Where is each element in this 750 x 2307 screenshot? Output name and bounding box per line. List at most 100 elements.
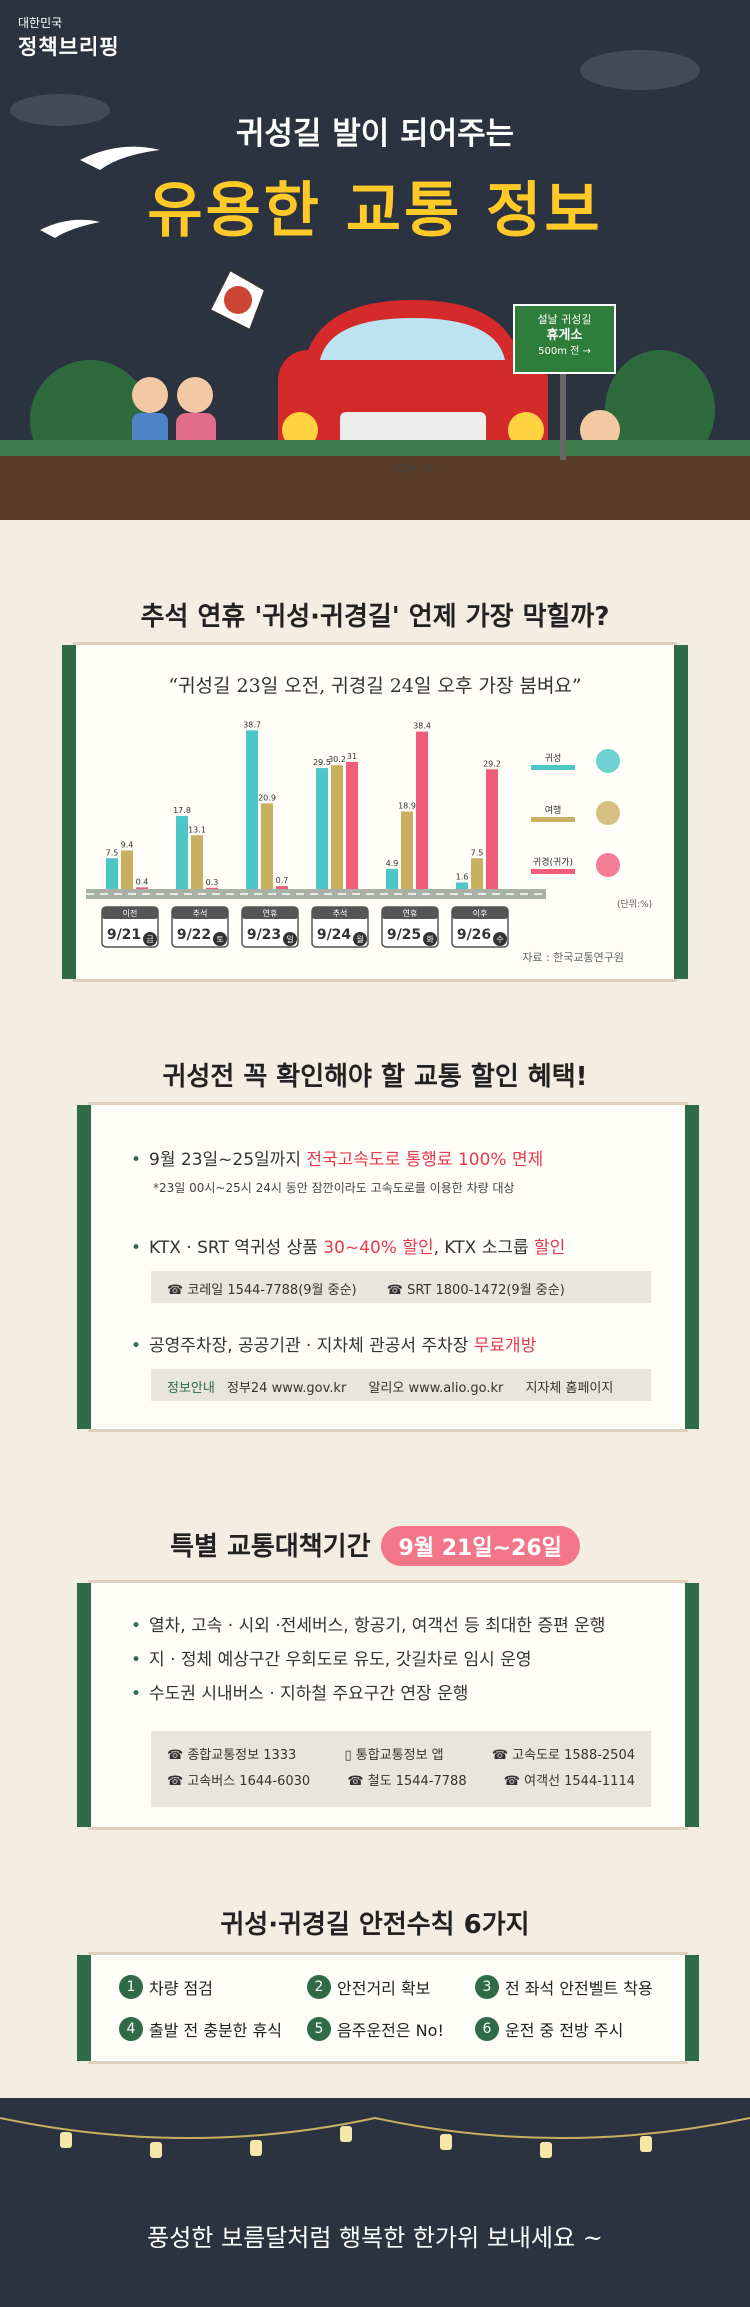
contact-highway: ☎ 고속도로 1588-2504 — [491, 1748, 635, 1763]
legend-label: 귀성 — [545, 753, 562, 764]
special-text-2: 지 · 정체 예상구간 우회도로 유도, 갓길차로 임시 운영 — [149, 1650, 532, 1670]
weekday-label: 일 — [286, 935, 293, 944]
special-panel: • 열차, 고속 · 시외 ·전세버스, 항공기, 여객선 등 최대한 증편 운행… — [77, 1580, 699, 1830]
left-pillar — [77, 1105, 91, 1429]
bar-귀성-3 — [316, 768, 328, 889]
bar-label: 38.4 — [413, 722, 431, 731]
special-item-2: • 지 · 정체 예상구간 우회도로 유도, 갓길차로 임시 운영 — [131, 1645, 532, 1670]
hero-title: 유용한 교통 정보 — [147, 176, 603, 246]
rule-number-6: 6 — [475, 2017, 499, 2041]
contact-ferry: ☎ 여객선 1544-1114 — [503, 1774, 635, 1789]
bar-label: 1.6 — [456, 872, 469, 881]
legend-swatch — [531, 817, 575, 822]
special-section-title: 특별 교통대책기간 9월 21일~26일 — [0, 1526, 750, 1566]
weekday-label: 화 — [426, 935, 434, 944]
chart-quote: “귀성길 23일 오전, 귀경길 24일 오후 가장 붐벼요” — [168, 675, 582, 697]
parking-highlight: 무료개방 — [473, 1336, 537, 1356]
bar-label: 17.8 — [173, 806, 191, 815]
special-item-1: • 열차, 고속 · 시외 ·전세버스, 항공기, 여객선 등 최대한 증편 운행 — [131, 1611, 605, 1636]
rule-text-2: 안전거리 확보 — [337, 1979, 431, 1998]
right-pillar — [685, 1955, 699, 2061]
date-tag: 이후 — [473, 908, 488, 918]
rule-text-6: 운전 중 전방 주시 — [505, 2021, 624, 2040]
road-strip — [0, 456, 750, 520]
date-card-header — [172, 907, 228, 919]
bar-label: 13.1 — [188, 825, 206, 834]
bar-여행-5 — [471, 858, 483, 889]
discount-item-parking: • 공영주차장, 공공기관 · 지차체 관공서 주차장 무료개방 — [131, 1331, 536, 1356]
bar-귀경(귀가)-0 — [136, 887, 148, 889]
safety-rule-5: 5 음주운전은 No! — [307, 2017, 444, 2041]
date-card-header — [382, 907, 438, 919]
bar-여행-3 — [331, 765, 343, 889]
safety-section-title: 귀성·귀경길 안전수칙 6가지 — [220, 1910, 530, 1940]
bullet-icon: • — [131, 1150, 142, 1170]
bar-귀성-1 — [176, 816, 188, 889]
bar-label: 38.7 — [243, 720, 261, 729]
footer-message: 풍성한 보름달처럼 행복한 한가위 보내세요 ~ — [147, 2224, 603, 2252]
special-item-3: • 수도권 시내버스 · 지하철 주요구간 연장 운행 — [131, 1679, 468, 1704]
discount-section-title: 귀성전 꼭 확인해야 할 교통 할인 혜택! — [162, 1062, 588, 1092]
srt-phone: ☎ SRT 1800-1472(9월 중순) — [386, 1283, 565, 1298]
bar-귀경(귀가)-4 — [416, 731, 428, 889]
info-alio[interactable]: 알리오 www.alio.go.kr — [368, 1381, 504, 1396]
cloud-icon — [580, 50, 700, 90]
bullet-icon: • — [131, 1336, 142, 1356]
rule-number-5: 5 — [307, 2017, 331, 2041]
date-card-header — [452, 907, 508, 919]
legend-swatch — [531, 869, 575, 874]
bullet-icon: • — [131, 1650, 142, 1670]
contact-rail: ☎ 철도 1544-7788 — [347, 1774, 467, 1789]
special-text-1: 열차, 고속 · 시외 ·전세버스, 항공기, 여객선 등 최대한 증편 운행 — [149, 1616, 606, 1636]
date-label: 9/21 — [107, 927, 141, 943]
bar-label: 20.9 — [258, 793, 276, 802]
legend-figure-icon — [596, 749, 620, 773]
bar-label: 7.5 — [106, 848, 119, 857]
bar-label: 18.9 — [398, 802, 416, 811]
sign-line-1: 설날 귀성길 — [537, 313, 592, 326]
right-pillar — [674, 645, 688, 979]
train-text-c: , KTX 소그룹 — [433, 1238, 535, 1258]
train-text-a: KTX · SRT 역귀성 상품 — [149, 1238, 324, 1258]
right-pillar — [685, 1583, 699, 1827]
bar-여행-4 — [401, 811, 413, 889]
sign-line-3: 500m 전 → — [538, 346, 591, 357]
bar-여행-0 — [121, 850, 133, 889]
weekday-badge — [353, 932, 367, 946]
date-label: 9/25 — [387, 927, 421, 943]
bar-여행-1 — [191, 835, 203, 889]
weekday-label: 수 — [496, 935, 503, 944]
korail-phone: ☎ 코레일 1544-7788(9월 중순) — [167, 1283, 357, 1298]
date-label: 9/26 — [457, 927, 491, 943]
info-gov24[interactable]: 정부24 www.gov.kr — [226, 1381, 347, 1396]
contact-1333: ☎ 종합교통정보 1333 — [167, 1748, 297, 1763]
hero-subtitle: 귀성길 발이 되어주는 — [235, 116, 515, 152]
date-tag: 연휴 — [403, 909, 418, 918]
bar-귀경(귀가)-1 — [206, 887, 218, 889]
right-pillar — [685, 1105, 699, 1429]
toll-note: *23일 00시~25시 24시 동안 잠깐이라도 고속도로를 이용한 차량 대… — [153, 1181, 515, 1195]
train-phone-box: ☎ 코레일 1544-7788(9월 중순) ☎ SRT 1800-1472(9… — [151, 1271, 651, 1303]
bullet-icon: • — [131, 1616, 142, 1636]
toll-highlight: 전국고속도로 통행료 100% 면제 — [306, 1150, 544, 1170]
contact-bus: ☎ 고속버스 1644-6030 — [167, 1774, 311, 1789]
info-box: 정보안내 정부24 www.gov.kr 알리오 www.alio.go.kr … — [151, 1369, 651, 1401]
date-label: 9/24 — [317, 927, 352, 943]
left-pillar — [77, 1955, 91, 2061]
lantern-icon — [60, 2132, 72, 2148]
congestion-section-title: 추석 연휴 '귀성·귀경길' 언제 가장 막힐까? — [140, 602, 610, 632]
discount-item-train: • KTX · SRT 역귀성 상품 30~40% 할인, KTX 소그룹 할인 — [131, 1233, 565, 1258]
bar-귀성-2 — [246, 730, 258, 889]
bar-label: 31 — [347, 752, 357, 761]
lantern-garland — [0, 2116, 750, 2158]
contact-row-1: ☎ 종합교통정보 1333 ▯ 통합교통정보 앱 ☎ 고속도로 1588-250… — [167, 1743, 635, 1769]
safety-rule-3: 3 전 좌석 안전벨트 착용 — [475, 1975, 653, 1999]
license-plate: 12가 34 — [392, 462, 434, 475]
date-card-header — [312, 907, 368, 919]
legend-label: 귀경(귀가) — [533, 856, 573, 868]
toll-text: 9월 23일~25일까지 — [149, 1150, 307, 1170]
weekday-badge — [493, 932, 507, 946]
bar-label: 30.2 — [328, 755, 346, 764]
special-text-3: 수도권 시내버스 · 지하철 주요구간 연장 운행 — [149, 1684, 469, 1704]
